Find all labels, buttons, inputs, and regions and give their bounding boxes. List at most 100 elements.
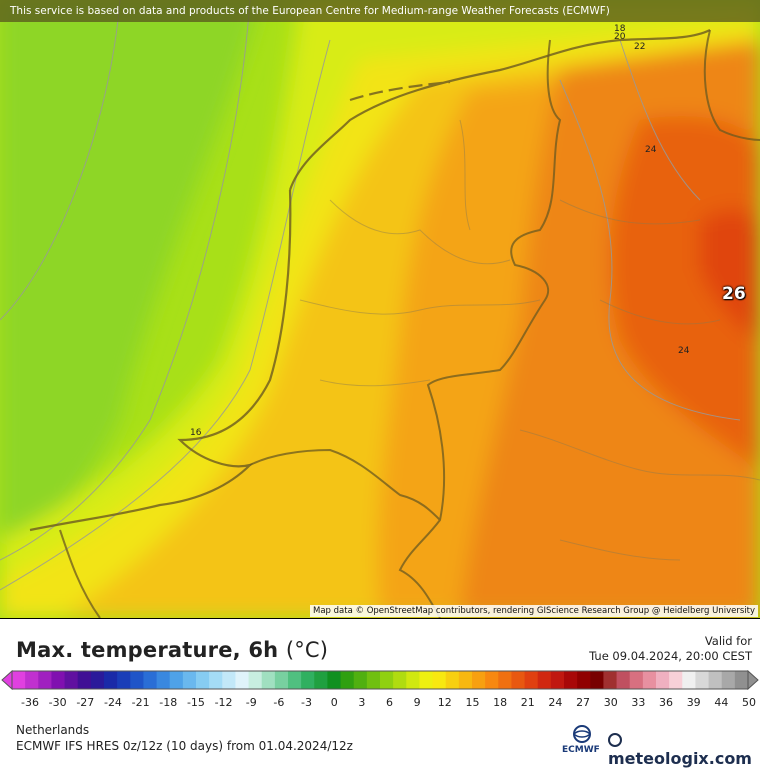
- scale-tick-label: 15: [465, 696, 480, 709]
- scale-tick-label: 3: [358, 696, 366, 709]
- scale-swatch: [537, 671, 552, 689]
- scale-tick-label: 36: [659, 696, 674, 709]
- isotherm-label: 16: [190, 428, 202, 438]
- scale-swatch: [25, 671, 39, 689]
- scale-swatch: [458, 671, 473, 689]
- scale-tick-label: -36: [21, 696, 39, 709]
- scale-swatch: [77, 671, 92, 689]
- ecmwf-data-banner: This service is based on data and produc…: [0, 0, 760, 22]
- scale-swatch: [117, 671, 131, 689]
- scale-swatch: [143, 671, 158, 689]
- scale-swatch: [419, 671, 434, 689]
- scale-swatch: [301, 671, 315, 689]
- scale-swatch: [695, 671, 710, 689]
- scale-swatch: [196, 671, 210, 689]
- scale-tick-label: -15: [186, 696, 205, 709]
- color-scale-ticks: -36 -30 -27 -24 -21 -18 -15 -12 -9 -6 -3 0 3 6 9 12 15 18…: [0, 696, 760, 710]
- scale-swatch: [734, 671, 749, 689]
- scale-tick-label: 27: [576, 696, 591, 709]
- meteologix-brand[interactable]: meteologix.com: [608, 730, 760, 768]
- scale-tick-label: -3: [301, 696, 313, 709]
- scale-tick-label: -6: [273, 696, 285, 709]
- scale-swatch: [445, 671, 460, 689]
- scale-tick-label: -9: [245, 696, 257, 709]
- scale-swatch: [327, 671, 342, 689]
- scale-tick-label: 12: [437, 696, 452, 709]
- scale-tick-label: -12: [214, 696, 233, 709]
- scale-tick-label: -18: [159, 696, 178, 709]
- scale-swatch: [524, 671, 539, 689]
- scale-tick-label: 24: [548, 696, 563, 709]
- max-value-label: 26: [722, 284, 746, 304]
- scale-swatch: [366, 671, 381, 689]
- scale-swatch: [393, 671, 407, 689]
- scale-arrow-high: [747, 670, 759, 690]
- isotherm-label: 24: [678, 346, 690, 356]
- scale-tick-label: -21: [131, 696, 150, 709]
- scale-swatch: [682, 671, 696, 689]
- scale-tick-label: 39: [686, 696, 701, 709]
- scale-tick-label: 21: [520, 696, 535, 709]
- scale-swatch: [432, 671, 447, 689]
- scale-swatch: [406, 671, 420, 689]
- meteologix-brand-text: meteologix.com: [608, 749, 752, 768]
- scale-swatch: [38, 671, 52, 689]
- valid-label: Valid for: [704, 634, 752, 648]
- isotherm-label: 22: [634, 42, 646, 52]
- scale-swatch: [130, 671, 144, 689]
- province-borders: [299, 119, 760, 561]
- color-scale-bar: [1, 670, 759, 690]
- scale-tick-label: 50: [742, 696, 756, 709]
- scale-swatch: [90, 671, 105, 689]
- scale-swatch: [616, 671, 631, 689]
- scale-swatch: [498, 671, 512, 689]
- scale-arrow-low: [1, 670, 13, 690]
- coastline: [29, 29, 711, 532]
- scale-swatch: [235, 671, 250, 689]
- scale-tick-label: -30: [48, 696, 67, 709]
- scale-swatch: [51, 671, 66, 689]
- scale-swatch: [209, 671, 223, 689]
- isotherm-label: 18: [614, 24, 626, 34]
- national-borders: [59, 29, 760, 618]
- scale-swatch: [721, 671, 736, 689]
- scale-swatch: [656, 671, 670, 689]
- map-title: Max. temperature, 6h (°C): [16, 638, 328, 662]
- map-attribution[interactable]: Map data © OpenStreetMap contributors, r…: [310, 605, 758, 617]
- scale-swatch: [104, 671, 118, 689]
- scale-swatch: [261, 671, 276, 689]
- scale-swatch: [288, 671, 302, 689]
- title-unit: (°C): [285, 638, 329, 662]
- scale-swatch: [511, 671, 526, 689]
- scale-swatch: [12, 671, 26, 689]
- scale-swatch: [380, 671, 394, 689]
- scale-swatch: [669, 671, 683, 689]
- scale-swatch: [248, 671, 263, 689]
- scale-swatch: [642, 671, 657, 689]
- scale-border: [11, 670, 749, 690]
- scale-swatch: [182, 671, 197, 689]
- scale-swatch: [472, 671, 486, 689]
- scale-tick-label: 18: [493, 696, 508, 709]
- scale-swatch: [629, 671, 644, 689]
- scale-swatch: [169, 671, 184, 689]
- isotherm-label: 24: [645, 145, 657, 155]
- scale-tick-label: 44: [714, 696, 729, 709]
- scale-swatch: [156, 671, 171, 689]
- scale-swatch: [485, 671, 499, 689]
- scale-swatch: [314, 671, 328, 689]
- scale-swatch: [564, 671, 578, 689]
- model-run-info: ECMWF IFS HRES 0z/12z (10 days) from 01.…: [16, 739, 353, 753]
- isotherms: [0, 0, 741, 591]
- scale-tick-label: 33: [631, 696, 646, 709]
- scale-tick-label: 0: [330, 696, 338, 709]
- scale-swatch: [222, 671, 236, 689]
- scale-swatch: [603, 671, 618, 689]
- ecmwf-logo: [573, 725, 591, 743]
- temperature-map[interactable]: This service is based on data and produc…: [0, 0, 760, 619]
- scale-swatch: [274, 671, 289, 689]
- scale-tick-label: -24: [103, 696, 122, 709]
- scale-swatch: [353, 671, 368, 689]
- scale-tick-label: 9: [413, 696, 421, 709]
- scale-tick-label: -27: [76, 696, 95, 709]
